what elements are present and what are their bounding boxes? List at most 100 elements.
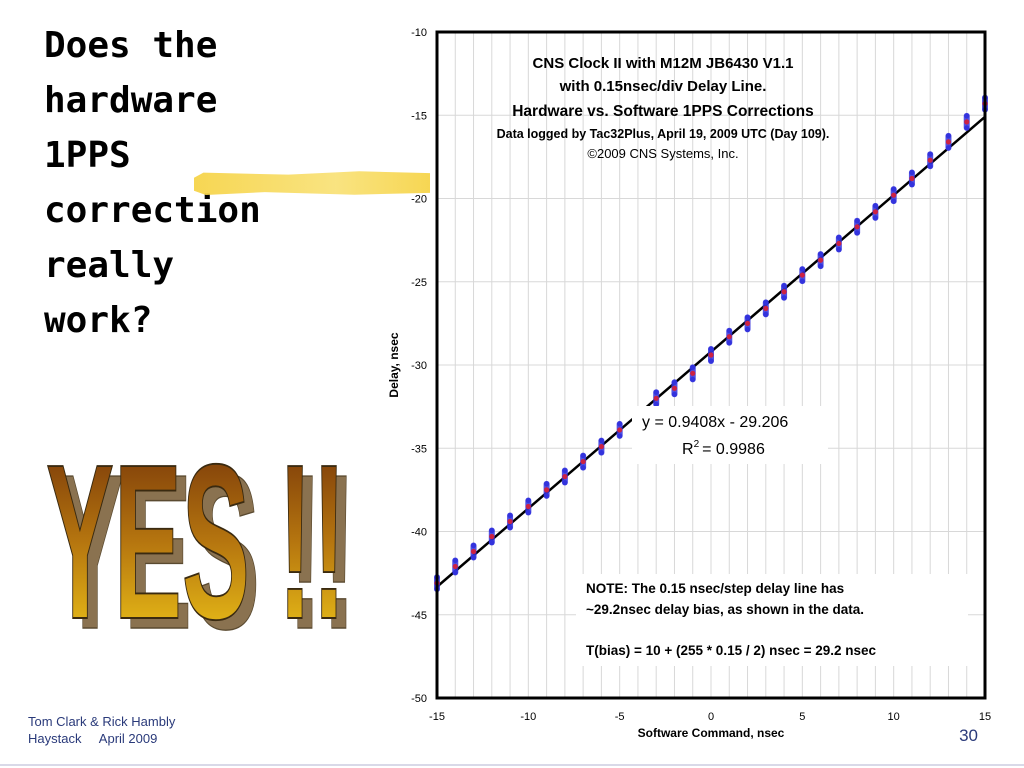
data-point (763, 311, 769, 317)
data-point (562, 473, 568, 480)
x-tick-label: 10 (888, 711, 900, 723)
data-point (909, 169, 915, 176)
chart-subtitle-line: Data logged by Tac32Plus, April 19, 2009… (497, 127, 830, 141)
data-point (671, 391, 678, 397)
data-point (525, 509, 531, 516)
question-line: 1PPS (44, 135, 131, 176)
data-point (726, 340, 732, 346)
data-point (872, 203, 879, 209)
data-point (744, 326, 751, 332)
chart-title-line: with 0.15nsec/div Delay Line. (559, 78, 767, 95)
data-point (891, 198, 897, 204)
data-point (562, 467, 568, 474)
data-point (452, 563, 458, 570)
data-point (507, 512, 513, 519)
answer-wordart: YES !! YES !! (36, 410, 366, 675)
question-line: Does the (44, 25, 218, 66)
data-point (507, 524, 513, 531)
chart-copyright: ©2009 CNS Systems, Inc. (587, 146, 738, 161)
data-point (598, 449, 605, 456)
data-point (945, 139, 952, 145)
x-tick-label: 15 (979, 711, 991, 723)
data-point (653, 389, 659, 395)
data-point (671, 385, 678, 391)
data-point (836, 240, 842, 247)
data-point (507, 518, 513, 525)
note-line: NOTE: The 0.15 nsec/step delay line has (586, 581, 844, 596)
data-point (580, 464, 586, 471)
y-tick-label: -10 (411, 27, 427, 39)
x-tick-label: -10 (520, 711, 536, 723)
data-point (525, 497, 531, 504)
footer-venue: Haystack April 2009 (28, 731, 158, 746)
data-point (872, 209, 879, 215)
footer-rule (0, 764, 1024, 766)
data-point (726, 334, 732, 340)
data-point (489, 533, 495, 540)
data-point (945, 133, 952, 139)
data-point (744, 320, 751, 326)
data-point (799, 272, 805, 278)
data-point (927, 151, 933, 157)
y-tick-label: -50 (411, 693, 427, 705)
x-tick-label: 0 (708, 711, 714, 723)
data-point (708, 352, 714, 358)
answer-text: YES !! (46, 418, 346, 640)
x-axis-label: Software Command, nsec (638, 726, 785, 740)
data-point (854, 230, 860, 236)
data-point (781, 295, 787, 301)
y-tick-label: -35 (411, 443, 427, 455)
data-point (452, 569, 458, 576)
data-point (653, 395, 659, 401)
data-point (945, 145, 952, 151)
trend-equation: y = 0.9408x - 29.206 (642, 414, 788, 431)
data-point (964, 113, 970, 119)
x-tick-label: -5 (615, 711, 625, 723)
data-point (818, 257, 824, 263)
data-point (544, 481, 550, 487)
data-point (470, 548, 477, 555)
data-point (744, 314, 751, 320)
data-point (708, 358, 714, 364)
data-point (690, 364, 696, 370)
data-point (671, 379, 678, 385)
data-point (544, 493, 550, 499)
data-point (598, 443, 605, 450)
question-line: correction (44, 190, 261, 231)
chart-title-line: CNS Clock II with M12M JB6430 V1.1 (533, 55, 794, 72)
data-point (818, 263, 824, 269)
data-point (927, 157, 933, 163)
data-point (964, 119, 970, 125)
data-point (891, 192, 897, 198)
note-line: T(bias) = 10 + (255 * 0.15 / 2) nsec = 2… (586, 643, 877, 658)
data-point (854, 218, 860, 224)
highlighter-stroke (194, 171, 430, 195)
data-point (909, 181, 915, 188)
data-point (872, 215, 879, 221)
data-point (470, 554, 477, 561)
question-line: hardware (44, 80, 218, 121)
data-point (617, 421, 623, 427)
data-point (836, 246, 842, 253)
question-line: work? (44, 300, 153, 341)
plot-frame (435, 30, 987, 700)
data-point (891, 186, 897, 192)
data-point (580, 452, 586, 459)
note-line: ~29.2nsec delay bias, as shown in the da… (586, 602, 864, 617)
footer-authors: Tom Clark & Rick Hambly (28, 714, 176, 729)
page-number: 30 (959, 726, 978, 745)
data-point (726, 328, 732, 334)
data-point (781, 289, 787, 295)
data-point (690, 370, 696, 376)
question-line: really (44, 245, 175, 286)
r-squared: R2 = 0.9986 (682, 439, 765, 458)
note-box (576, 574, 968, 666)
data-point (799, 266, 805, 272)
data-point (653, 401, 659, 407)
data-point (525, 503, 531, 510)
data-point (617, 427, 623, 433)
data-point (964, 125, 970, 131)
data-point (799, 278, 805, 284)
data-point (763, 299, 769, 305)
x-tick-label: -15 (429, 711, 445, 723)
